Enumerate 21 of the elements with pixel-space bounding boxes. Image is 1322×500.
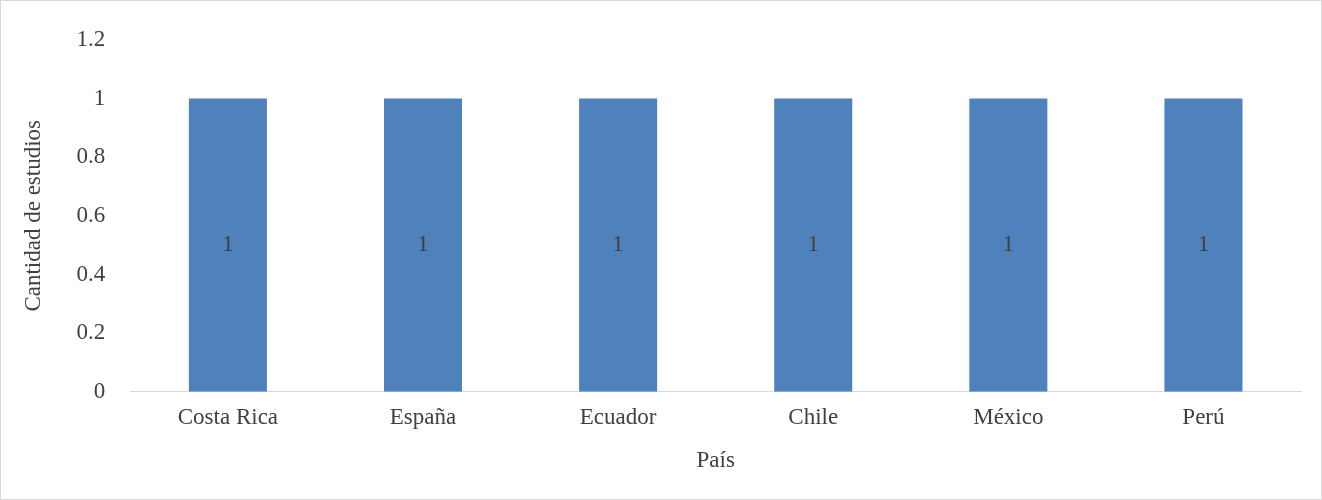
data-label: 1 xyxy=(417,231,429,257)
y-tick-label: 0.8 xyxy=(76,143,106,169)
x-tick-label: Ecuador xyxy=(579,403,657,429)
x-tick-label: Chile xyxy=(788,403,839,429)
data-label: 1 xyxy=(612,231,624,257)
data-label: 1 xyxy=(222,231,234,257)
y-tick-label: 0.2 xyxy=(76,319,106,345)
x-tick-label: México xyxy=(973,403,1044,429)
x-tick-label: España xyxy=(389,403,457,429)
y-tick-label: 1.2 xyxy=(76,25,106,51)
data-label: 1 xyxy=(1197,231,1210,257)
y-tick-label: 1 xyxy=(93,84,106,110)
y-tick-label: 0 xyxy=(93,377,106,403)
y-tick-label: 0.4 xyxy=(76,260,106,286)
data-label: 1 xyxy=(807,231,819,257)
x-tick-label: Costa Rica xyxy=(177,403,279,429)
y-axis-title: Cantidad de estudios xyxy=(19,119,45,312)
data-label: 1 xyxy=(1002,231,1015,257)
x-axis-title: País xyxy=(696,447,735,473)
y-tick-label: 0.6 xyxy=(76,201,106,227)
x-tick-label: Perú xyxy=(1182,403,1226,429)
